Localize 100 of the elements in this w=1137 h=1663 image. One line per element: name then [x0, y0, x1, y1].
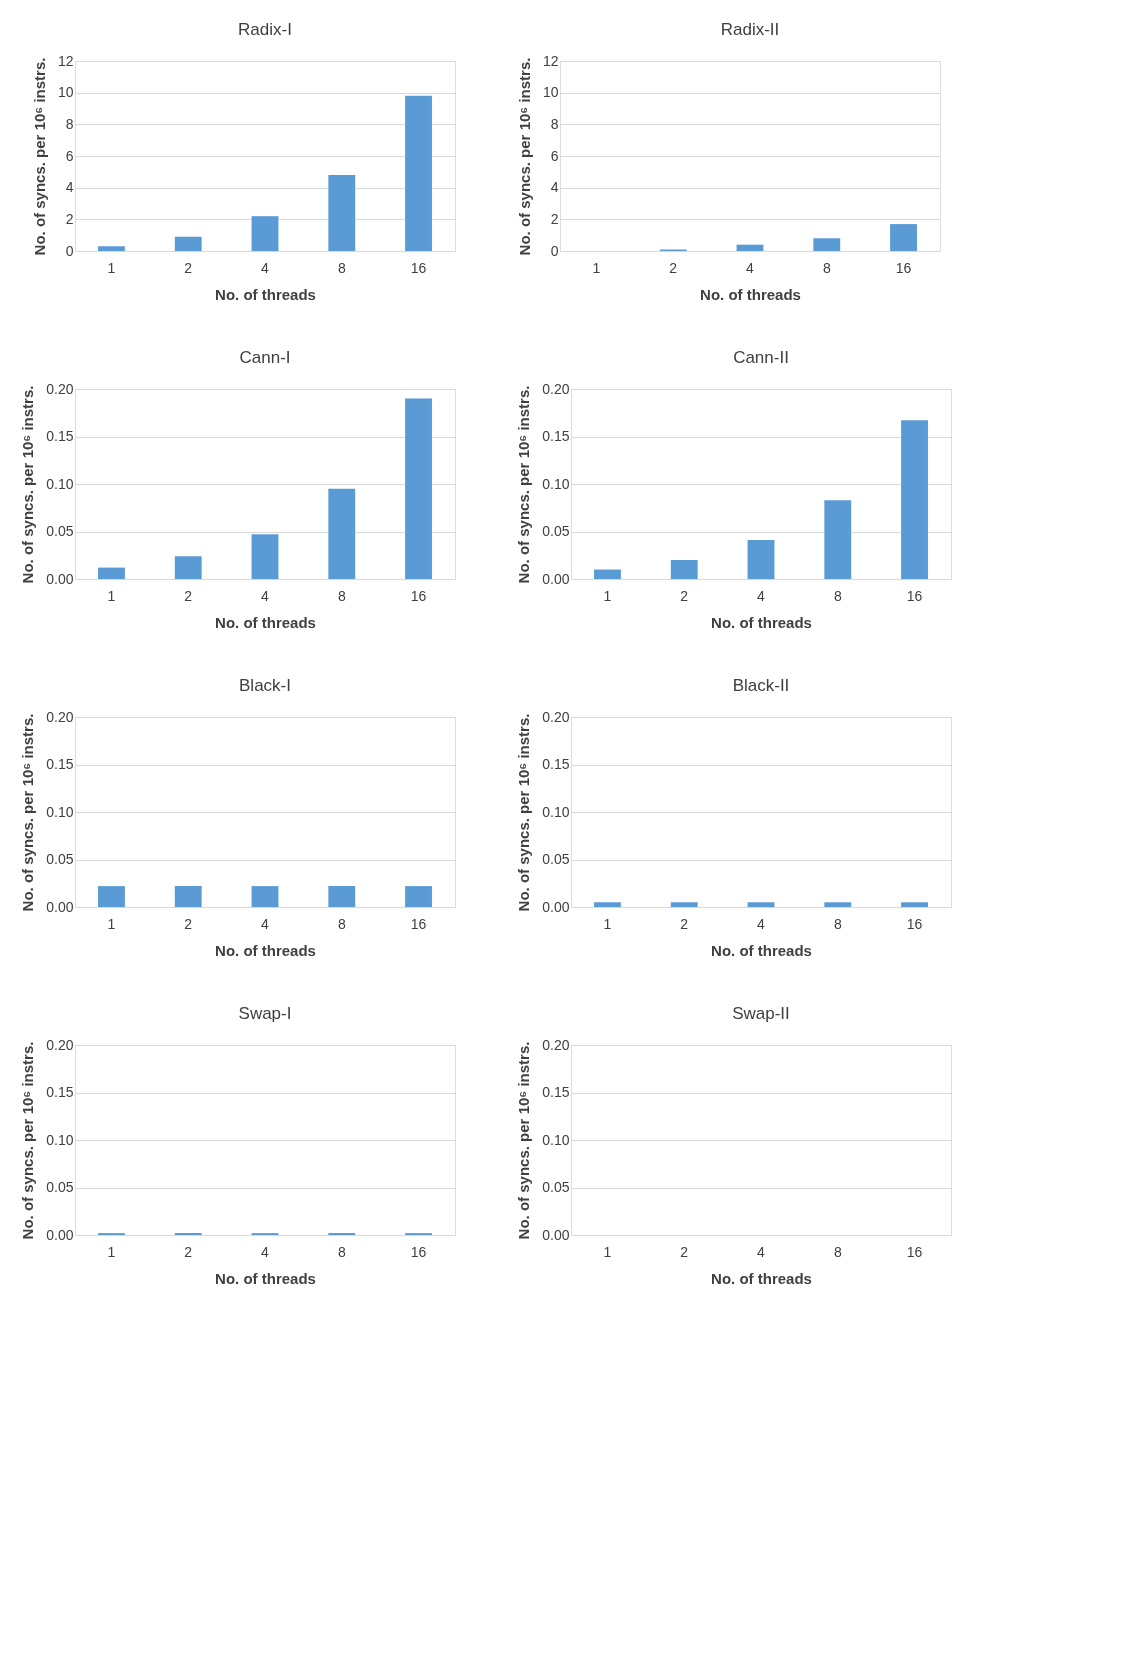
x-tick-label: 8 [337, 587, 346, 604]
x-tick-label: 4 [746, 259, 755, 276]
bar [174, 556, 202, 579]
y-tick-label: 8 [550, 115, 559, 132]
x-tick-label: 1 [107, 915, 116, 932]
bar [328, 175, 356, 251]
bar [813, 238, 841, 251]
y-tick-label: 4 [65, 179, 74, 196]
chart-title: Cann-II [733, 348, 789, 367]
bar [594, 569, 621, 579]
x-tick-label: 2 [184, 587, 193, 604]
bar [98, 567, 125, 579]
x-tick-label: 8 [833, 587, 842, 604]
y-tick-label: 0.05 [46, 851, 74, 867]
x-tick-label: 16 [410, 587, 427, 604]
y-tick-label: 0.00 [542, 898, 570, 915]
bar [251, 216, 279, 251]
y-axis-title: No. of syncs. per 10⁶ instrs. [515, 385, 533, 584]
bar [901, 420, 928, 579]
y-tick-label: 0.15 [46, 756, 74, 772]
y-tick-label: 0.10 [542, 1131, 570, 1148]
y-tick-label: 0.10 [542, 803, 570, 820]
y-axis-title: No. of syncs. per 10⁶ instrs. [19, 1041, 37, 1240]
x-tick-label: 2 [680, 587, 689, 604]
y-tick-label: 0.00 [46, 898, 74, 915]
x-tick-label: 1 [107, 259, 116, 276]
x-tick-label: 4 [261, 1243, 270, 1260]
y-tick-label: 10 [542, 84, 559, 101]
y-tick-label: 6 [65, 147, 74, 164]
bar [328, 488, 356, 579]
bar [736, 244, 764, 251]
x-axis-title: No. of threads [711, 941, 812, 959]
x-tick-label: 2 [669, 259, 678, 276]
x-tick-label: 16 [410, 1243, 427, 1260]
y-tick-label: 0.10 [542, 475, 570, 492]
x-tick-label: 4 [757, 915, 766, 932]
bar [670, 560, 698, 579]
x-axis-title: No. of threads [711, 1269, 812, 1287]
y-tick-label: 0.20 [542, 708, 570, 725]
x-tick-label: 4 [757, 1243, 766, 1260]
x-tick-label: 4 [261, 259, 270, 276]
x-axis-title: No. of threads [215, 1269, 316, 1287]
x-tick-label: 1 [603, 915, 612, 932]
chart-title: Cann-I [239, 348, 291, 367]
y-tick-label: 0.00 [542, 570, 570, 587]
y-tick-label: 10 [57, 84, 74, 101]
chart-title: Swap-II [732, 1004, 790, 1023]
y-tick-label: 0.15 [542, 1084, 570, 1100]
y-tick-label: 12 [542, 52, 559, 69]
y-tick-label: 2 [65, 210, 74, 227]
bar [405, 95, 432, 251]
y-tick-label: 2 [550, 210, 559, 227]
bar [890, 224, 917, 251]
x-tick-label: 1 [603, 587, 612, 604]
x-tick-label: 8 [337, 1243, 346, 1260]
x-tick-label: 4 [261, 587, 270, 604]
y-axis-title: No. of syncs. per 10⁶ instrs. [515, 57, 533, 256]
y-tick-label: 0 [550, 242, 559, 259]
y-axis-title: No. of syncs. per 10⁶ instrs. [515, 1041, 533, 1240]
y-tick-label: 0.15 [46, 1084, 74, 1100]
x-axis-title: No. of threads [215, 613, 316, 631]
x-axis-title: No. of threads [215, 285, 316, 303]
y-tick-label: 0.20 [542, 380, 570, 397]
y-axis-title: No. of syncs. per 10⁶ instrs. [19, 713, 37, 912]
x-tick-label: 8 [337, 259, 346, 276]
y-tick-label: 0.00 [46, 570, 74, 587]
y-tick-label: 0.15 [542, 428, 570, 444]
x-tick-label: 16 [410, 915, 427, 932]
y-tick-label: 0.05 [542, 1179, 570, 1195]
y-tick-label: 0.20 [46, 708, 74, 725]
y-tick-label: 0.20 [542, 1036, 570, 1053]
x-tick-label: 16 [895, 259, 912, 276]
x-tick-label: 8 [833, 915, 842, 932]
x-tick-label: 8 [337, 915, 346, 932]
bar [824, 500, 852, 579]
y-tick-label: 0 [65, 242, 74, 259]
y-tick-label: 0.20 [46, 380, 74, 397]
x-tick-label: 2 [184, 915, 193, 932]
y-tick-label: 0.00 [46, 1226, 74, 1243]
y-axis-title: No. of syncs. per 10⁶ instrs. [515, 713, 533, 912]
y-tick-label: 0.20 [46, 1036, 74, 1053]
bar [747, 540, 775, 579]
bar [174, 236, 202, 251]
y-tick-label: 0.05 [542, 851, 570, 867]
chart-title: Black-II [732, 676, 790, 695]
x-axis-title: No. of threads [711, 613, 812, 631]
bar [405, 398, 432, 579]
x-tick-label: 4 [757, 587, 766, 604]
y-tick-label: 0.10 [46, 803, 74, 820]
x-tick-label: 2 [680, 1243, 689, 1260]
chart-title: Swap-I [238, 1004, 292, 1023]
y-tick-label: 0.15 [542, 756, 570, 772]
x-tick-label: 16 [410, 259, 427, 276]
y-tick-label: 0.10 [46, 475, 74, 492]
x-tick-label: 2 [184, 1243, 193, 1260]
y-tick-label: 0.05 [46, 523, 74, 539]
y-tick-label: 12 [57, 52, 74, 69]
chart-title: Black-I [239, 676, 291, 695]
x-tick-label: 1 [603, 1243, 612, 1260]
x-tick-label: 2 [184, 259, 193, 276]
